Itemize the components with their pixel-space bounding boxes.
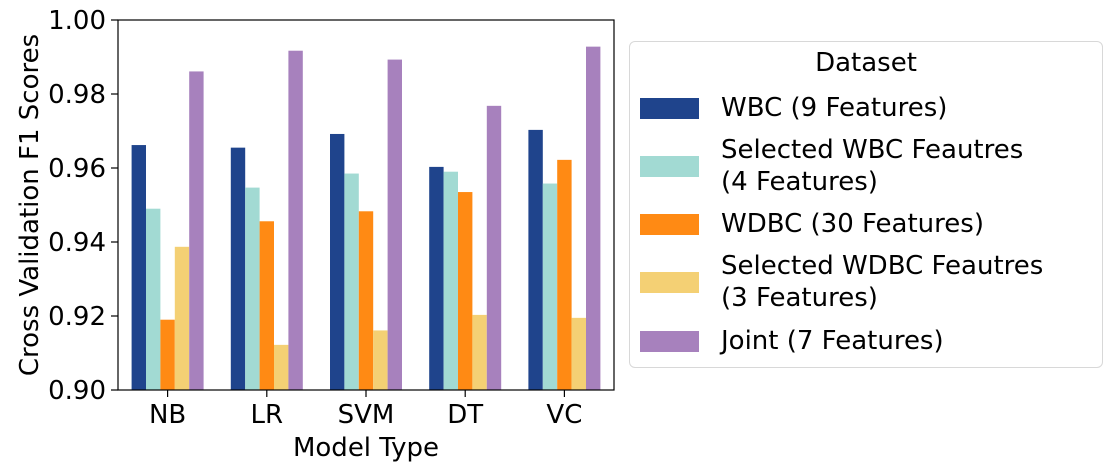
y-axis-label: Cross Validation F1 Scores (15, 34, 45, 376)
bar-lr-series-1 (245, 187, 260, 390)
bar-nb-series-3 (174, 246, 190, 390)
y-tick-label: 0.92 (48, 302, 106, 332)
bar-svm-series-1 (344, 173, 359, 390)
x-tick-label-svm: SVM (338, 400, 395, 430)
legend-item-wbc: WBC (9 Features) (640, 92, 947, 124)
legend-label: Joint (7 Features) (721, 326, 944, 356)
legend-title: Dataset (815, 48, 917, 78)
bar-dt-series-4 (486, 105, 502, 390)
legend-item-selected-wdbc: Selected WDBC Feautres (3 Features) (640, 250, 1043, 314)
bar-lr-series-4 (288, 50, 303, 391)
x-axis-label: Model Type (293, 433, 439, 463)
x-tick-label-vc: VC (546, 400, 582, 430)
bar-svm-series-4 (387, 59, 402, 391)
bar-vc-series-0 (528, 129, 543, 390)
bar-nb-series-0 (131, 145, 146, 390)
bar-dt-series-2 (458, 192, 473, 390)
legend-label: Selected WDBC Feautres (3 Features) (721, 251, 1044, 313)
legend-label: WDBC (30 Features) (721, 209, 984, 239)
y-axis: 0.90 0.92 0.94 0.96 0.98 1.00 (48, 6, 118, 406)
legend-swatch (640, 330, 699, 352)
y-tick-label: 0.90 (48, 376, 106, 406)
x-tick-label-lr: LR (251, 400, 284, 430)
bar-vc-series-4 (586, 46, 601, 390)
legend-label: WBC (9 Features) (721, 93, 948, 123)
bar-svm-series-2 (358, 211, 374, 390)
bar-nb-series-1 (146, 208, 161, 390)
y-tick-label: 0.96 (48, 154, 106, 184)
y-tick-label: 1.00 (48, 6, 106, 36)
bar-nb-series-4 (189, 71, 204, 391)
bar-dt-series-0 (429, 166, 444, 390)
legend-swatch (640, 271, 699, 293)
bar-lr-series-2 (259, 221, 274, 390)
legend-swatch (640, 97, 699, 119)
bar-vc-series-3 (571, 317, 586, 390)
bar-dt-series-3 (472, 314, 487, 390)
legend-item-joint: Joint (7 Features) (640, 325, 944, 357)
legend-swatch (640, 213, 699, 235)
bar-vc-series-1 (542, 183, 558, 390)
bar-svm-series-3 (373, 330, 388, 390)
x-tick-label-dt: DT (447, 400, 483, 430)
legend: Dataset WBC (9 Features) Selected WBC Fe… (629, 41, 1103, 368)
y-tick-label: 0.94 (48, 228, 106, 258)
bar-lr-series-0 (230, 147, 246, 390)
bar-dt-series-1 (443, 171, 458, 390)
x-tick-label-nb: NB (149, 400, 186, 430)
bar-lr-series-3 (274, 344, 289, 390)
legend-item-selected-wbc: Selected WBC Feautres (4 Features) (640, 134, 1023, 198)
x-axis: NB LR SVM DT VC (149, 390, 582, 430)
bar-group (131, 46, 601, 391)
legend-label: Selected WBC Feautres (4 Features) (721, 135, 1024, 197)
bar-nb-series-2 (160, 319, 175, 390)
legend-item-wdbc: WDBC (30 Features) (640, 208, 984, 240)
bar-svm-series-0 (330, 133, 345, 390)
y-tick-label: 0.98 (48, 80, 106, 110)
bar-vc-series-2 (557, 159, 572, 390)
legend-swatch (640, 155, 699, 177)
